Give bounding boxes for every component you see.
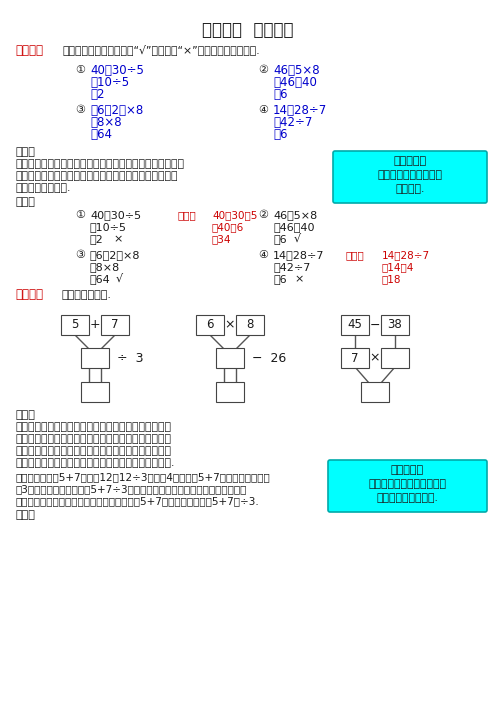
Text: 6: 6 (206, 319, 214, 331)
Text: 列综合算式时，要根据计算: 列综合算式时，要根据计算 (369, 479, 446, 489)
Text: ＝6: ＝6 (273, 274, 287, 284)
Text: ③: ③ (75, 105, 85, 115)
Text: 7: 7 (351, 352, 359, 364)
Text: 解析：: 解析： (15, 147, 35, 157)
Text: ②: ② (258, 210, 268, 220)
Text: 着把两个算式合并成一个算式，把两个算式合并成一个: 着把两个算式合并成一个算式，把两个算式合并成一个 (15, 434, 171, 444)
FancyBboxPatch shape (61, 315, 89, 335)
Text: √: √ (116, 274, 123, 284)
Text: ＝14＋4: ＝14＋4 (382, 262, 414, 272)
FancyBboxPatch shape (216, 382, 244, 402)
Text: 改正：: 改正： (345, 250, 364, 260)
FancyBboxPatch shape (381, 315, 409, 335)
Text: ①: ① (75, 210, 85, 220)
Text: 在没有小括号的混合运算中，要先算乘除法，再算加减法；: 在没有小括号的混合运算中，要先算乘除法，再算加减法； (15, 159, 184, 169)
Text: 算式，首先根据第一个算式的得数，把算式代入第二个: 算式，首先根据第一个算式的得数，把算式代入第二个 (15, 446, 171, 456)
Text: ×: × (370, 352, 380, 364)
Text: 改正：: 改正： (178, 210, 197, 220)
FancyBboxPatch shape (361, 382, 389, 402)
FancyBboxPatch shape (333, 151, 487, 203)
Text: ÷  3: ÷ 3 (117, 352, 143, 364)
FancyBboxPatch shape (81, 348, 109, 368)
Text: ＝46－40: ＝46－40 (273, 222, 314, 232)
Text: 【例１】: 【例１】 (15, 44, 43, 56)
Text: 在计算含有小括号的混合运算时，要先算小括号里面的，: 在计算含有小括号的混合运算时，要先算小括号里面的， (15, 171, 178, 181)
Text: 算式，然后根据混合运算的顺序判断是否需要添加括号.: 算式，然后根据混合运算的顺序判断是否需要添加括号. (15, 458, 175, 468)
FancyBboxPatch shape (81, 382, 109, 402)
Text: ①: ① (75, 65, 85, 75)
Text: ＝34: ＝34 (212, 234, 232, 244)
Text: 小括号的作用就是改变: 小括号的作用就是改变 (377, 170, 442, 180)
Text: +: + (90, 319, 100, 331)
Text: ＝6: ＝6 (273, 234, 287, 244)
Text: 来的运算顺序就不一致了，所以要用小括号把5+7括起来，列式为（5+7）÷3.: 来的运算顺序就不一致了，所以要用小括号把5+7括起来，列式为（5+7）÷3. (15, 496, 259, 506)
FancyBboxPatch shape (196, 315, 224, 335)
FancyBboxPatch shape (341, 315, 369, 335)
Text: 5: 5 (71, 319, 79, 331)
FancyBboxPatch shape (236, 315, 264, 335)
Text: 14＋28÷7: 14＋28÷7 (382, 250, 430, 260)
Text: 再算小括号外面的.: 再算小括号外面的. (15, 183, 70, 193)
Text: 40－30÷5: 40－30÷5 (90, 63, 144, 77)
Text: ④: ④ (258, 250, 268, 260)
Text: ③: ③ (75, 250, 85, 260)
Text: 的3，列综合算式的顺序是5+7÷3，按照混合运算的顺序，先算除法，后算加: 的3，列综合算式的顺序是5+7÷3，按照混合运算的顺序，先算除法，后算加 (15, 484, 247, 494)
Text: 7: 7 (111, 319, 119, 331)
Text: 【例２】: 【例２】 (15, 289, 43, 301)
Text: ②: ② (258, 65, 268, 75)
Text: 14＋28÷7: 14＋28÷7 (273, 250, 324, 260)
Text: 第一单元  混合运算: 第一单元 混合运算 (202, 21, 294, 39)
Text: （6＋2）×8: （6＋2）×8 (90, 103, 143, 117)
Text: （6＋2）×8: （6＋2）×8 (90, 250, 140, 260)
Text: ×: × (294, 274, 304, 284)
Text: ＝2: ＝2 (90, 234, 104, 244)
Text: ＝8×8: ＝8×8 (90, 116, 122, 128)
Text: 要点提示：: 要点提示： (391, 465, 424, 475)
Text: ＝64: ＝64 (90, 274, 111, 284)
Text: 如：第一个计算5+7的和是12，12÷3，商是4，把算式5+7替换第二个算式中: 如：第一个计算5+7的和是12，12÷3，商是4，把算式5+7替换第二个算式中 (15, 472, 270, 482)
Text: ＝46－40: ＝46－40 (273, 76, 317, 88)
Text: ×: × (113, 234, 123, 244)
FancyBboxPatch shape (381, 348, 409, 368)
Text: 40－30＋5: 40－30＋5 (212, 210, 257, 220)
FancyBboxPatch shape (216, 348, 244, 368)
Text: ＝6: ＝6 (273, 128, 288, 140)
Text: 想一想，填一填.: 想一想，填一填. (62, 290, 112, 300)
Text: 38: 38 (388, 319, 402, 331)
Text: 40－30÷5: 40－30÷5 (90, 210, 141, 220)
Text: 解答：: 解答： (15, 510, 35, 520)
FancyBboxPatch shape (341, 348, 369, 368)
Text: 下面的计算对吗？对的打“√”，错的打“×”，并把错的改正过来.: 下面的计算对吗？对的打“√”，错的打“×”，并把错的改正过来. (62, 44, 259, 55)
FancyBboxPatch shape (328, 460, 487, 512)
Text: 运算顺序.: 运算顺序. (395, 184, 425, 194)
Text: 46－5×8: 46－5×8 (273, 210, 317, 220)
Text: 的先后顺序加小括号.: 的先后顺序加小括号. (376, 493, 438, 503)
Text: 解析：: 解析： (15, 410, 35, 420)
Text: ＝10÷5: ＝10÷5 (90, 76, 129, 88)
Text: ＝8×8: ＝8×8 (90, 262, 120, 272)
Text: 46－5×8: 46－5×8 (273, 63, 319, 77)
Text: 8: 8 (247, 319, 253, 331)
Text: ＝6: ＝6 (273, 88, 288, 100)
Text: ＝18: ＝18 (382, 274, 401, 284)
Text: ＝64: ＝64 (90, 128, 112, 140)
Text: 要点提示：: 要点提示： (393, 156, 427, 166)
Text: −: − (370, 319, 380, 331)
Text: 解答：: 解答： (15, 197, 35, 207)
Text: 14＋28÷7: 14＋28÷7 (273, 103, 327, 117)
Text: ＝42÷7: ＝42÷7 (273, 116, 312, 128)
Text: 45: 45 (348, 319, 363, 331)
Text: √: √ (294, 234, 301, 244)
Text: ×: × (225, 319, 235, 331)
Text: ④: ④ (258, 105, 268, 115)
Text: ＝40－6: ＝40－6 (212, 222, 244, 232)
Text: ＝10÷5: ＝10÷5 (90, 222, 127, 232)
FancyBboxPatch shape (101, 315, 129, 335)
Text: ＝42÷7: ＝42÷7 (273, 262, 310, 272)
Text: 根据题意可以知道：先计算出每个算式的得数，再尝试: 根据题意可以知道：先计算出每个算式的得数，再尝试 (15, 422, 171, 432)
Text: −  26: − 26 (252, 352, 286, 364)
Text: ＝2: ＝2 (90, 88, 105, 100)
